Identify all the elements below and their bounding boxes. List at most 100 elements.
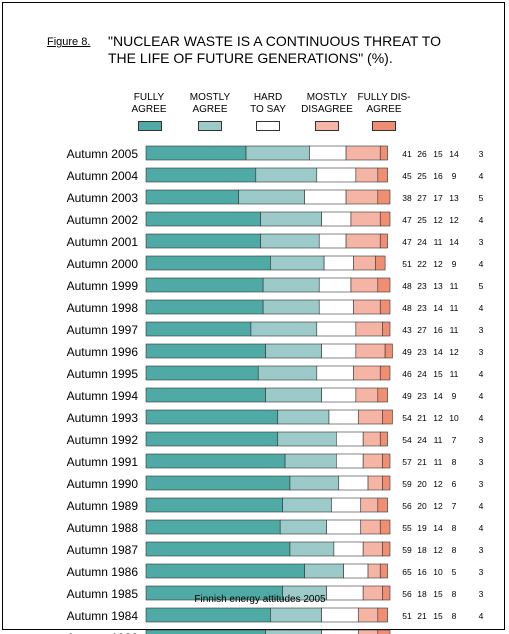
bar-segment [353, 365, 381, 381]
data-label: 12 [449, 347, 459, 357]
bar-segment [362, 585, 383, 601]
category-label: Autumn 1986 [67, 565, 139, 579]
category-label: Autumn 1984 [67, 609, 139, 623]
data-label: 11 [434, 457, 443, 467]
data-label: 51 [402, 259, 412, 269]
data-label: 13 [433, 281, 443, 291]
data-label: 3 [479, 545, 484, 555]
bar-segment [382, 475, 391, 491]
data-label: 3 [479, 237, 484, 247]
data-label: 16 [433, 325, 443, 335]
data-label: 20 [417, 501, 427, 511]
data-label: 4 [479, 611, 484, 621]
data-label: 14 [433, 523, 443, 533]
data-label: 13 [449, 193, 459, 203]
data-label: 4 [479, 369, 484, 379]
bar-segment [316, 167, 357, 183]
data-label: 8 [452, 523, 457, 533]
bar-segment [145, 189, 240, 205]
data-label: 12 [433, 501, 443, 511]
bar-segment [379, 299, 391, 315]
data-label: 11 [450, 325, 459, 335]
data-label: 8 [452, 457, 457, 467]
bar-segment [377, 607, 388, 623]
bar-segment [362, 541, 383, 557]
data-label: 3 [479, 325, 484, 335]
bar-segment [270, 255, 325, 271]
bar-segment [321, 607, 359, 623]
category-label: Autumn 1997 [67, 323, 139, 337]
data-label: 59 [402, 545, 412, 555]
bar-segment [245, 145, 310, 161]
bar-segment [355, 343, 386, 359]
bar-segment [145, 299, 264, 315]
bar-segment [145, 563, 305, 579]
data-label: 15 [433, 589, 443, 599]
data-label: 8 [452, 545, 457, 555]
data-label: 3 [479, 149, 484, 159]
bar-segment [304, 189, 347, 205]
bar-segment [260, 233, 320, 249]
bar-segment [321, 343, 357, 359]
bar-segment [323, 255, 354, 271]
bar-segment [382, 541, 391, 557]
bar-segment [360, 519, 381, 535]
data-label: 5 [479, 193, 484, 203]
bar-segment [379, 365, 391, 381]
category-label: Autumn 2003 [67, 191, 139, 205]
bar-segment [145, 233, 261, 249]
data-label: 4 [479, 413, 484, 423]
data-label: 12 [433, 545, 443, 555]
bar-segment [382, 321, 391, 337]
bar-segment [277, 431, 337, 447]
data-label: 4 [479, 259, 484, 269]
bar-segment [355, 321, 383, 337]
data-label: 18 [417, 545, 427, 555]
data-label: 65 [402, 567, 412, 577]
category-label: Autumn 1999 [67, 279, 139, 293]
bar-segment [353, 299, 381, 315]
data-label: 21 [417, 457, 427, 467]
data-label: 10 [433, 567, 443, 577]
bar-segment [145, 277, 264, 293]
category-label: Autumn 1990 [67, 477, 139, 491]
bar-segment [316, 321, 357, 337]
data-label: 5 [479, 281, 484, 291]
category-label: Autumn 1983 [67, 631, 139, 634]
bar-segment [309, 145, 347, 161]
data-label: 26 [417, 149, 427, 159]
bar-segment [338, 475, 369, 491]
data-label: 4 [479, 303, 484, 313]
data-label: 21 [417, 413, 427, 423]
legend-label-fully-disagree: FULLY DIS- AGREE [357, 92, 411, 115]
category-label: Autumn 1992 [67, 433, 139, 447]
bar-segment [145, 607, 271, 623]
bar-segment [350, 277, 379, 293]
data-label: 4 [479, 501, 484, 511]
category-label: Autumn 1988 [67, 521, 139, 535]
bar-segment [377, 277, 391, 293]
data-label: 56 [402, 589, 412, 599]
data-label: 8 [452, 611, 457, 621]
bar-segment [265, 387, 322, 403]
bar-segment [377, 189, 391, 205]
bar-segment [382, 409, 393, 425]
bar-segment [360, 497, 379, 513]
data-label: 21 [417, 611, 427, 621]
bar-segment [145, 167, 257, 183]
bar-segment [145, 321, 252, 337]
data-label: 49 [402, 391, 412, 401]
data-label: 3 [479, 457, 484, 467]
data-label: 17 [433, 193, 443, 203]
data-label: 55 [402, 523, 412, 533]
bar-segment [336, 453, 364, 469]
data-label: 12 [433, 479, 443, 489]
data-label: 23 [417, 347, 427, 357]
data-label: 54 [402, 413, 412, 423]
data-label: 4 [479, 391, 484, 401]
legend-swatch-fully-agree [138, 121, 162, 131]
bar-segment [326, 519, 362, 535]
data-label: 12 [449, 215, 459, 225]
data-label: 48 [402, 303, 412, 313]
data-label: 27 [417, 193, 427, 203]
